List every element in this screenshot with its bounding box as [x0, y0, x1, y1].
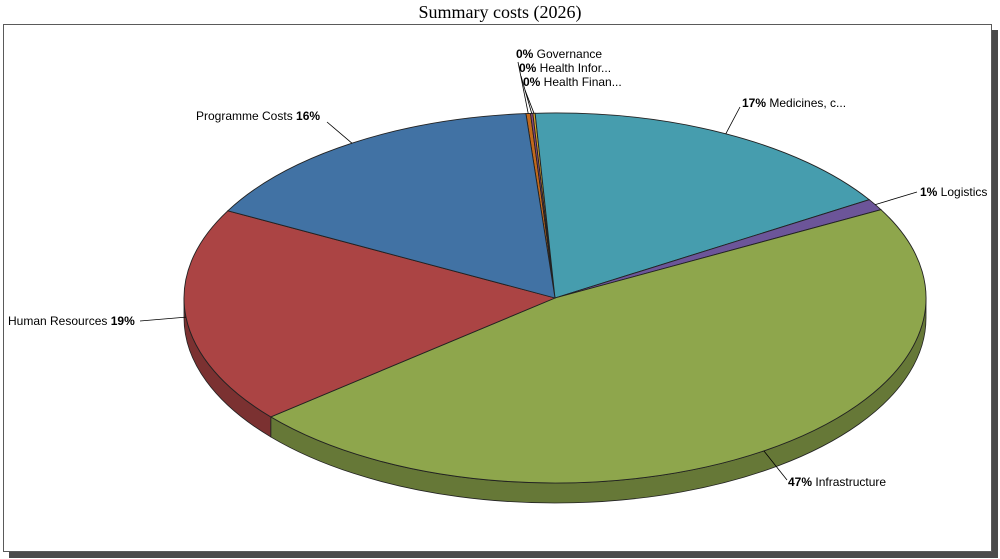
slice-percent: 16% [296, 109, 320, 123]
leader-line-7 [326, 121, 353, 144]
leader-line-5 [763, 450, 788, 481]
leader-line-2 [524, 89, 535, 114]
slice-percent: 19% [111, 314, 135, 328]
slice-name: Logistics [937, 185, 987, 199]
leader-line-0 [517, 61, 529, 114]
slice-label-4: 1% Logistics [920, 185, 987, 199]
slice-percent: 0% [523, 75, 541, 89]
slice-label-6: Human Resources 19% [8, 314, 135, 328]
slice-label-7: Programme Costs 16% [196, 109, 320, 123]
leader-line-1 [520, 75, 533, 114]
leader-line-4 [875, 191, 918, 205]
slice-name: Human Resources [8, 314, 111, 328]
slice-name: Governance [533, 47, 602, 61]
slice-label-5: 47% Infrastructure [788, 475, 886, 489]
slice-name: Medicines, c... [766, 96, 846, 110]
slice-name: Programme Costs [196, 109, 296, 123]
slice-name: Health Finan... [540, 75, 621, 89]
slice-name: Health Infor... [536, 61, 611, 75]
slice-name: Infrastructure [812, 475, 886, 489]
slice-label-2: 0% Health Finan... [523, 75, 622, 89]
pie-slice-5 [269, 209, 927, 484]
slice-percent: 1% [920, 185, 938, 199]
pie-slice-3 [534, 112, 871, 299]
slice-label-3: 17% Medicines, c... [742, 96, 846, 110]
slice-percent: 47% [788, 475, 812, 489]
slice-percent: 0% [519, 61, 537, 75]
slice-percent: 0% [516, 47, 534, 61]
slice-label-1: 0% Health Infor... [519, 61, 611, 75]
chart-title: Summary costs (2026) [418, 2, 582, 22]
leader-line-6 [139, 316, 187, 322]
slice-label-0: 0% Governance [516, 47, 602, 61]
leader-lines-layer [139, 61, 918, 481]
slice-percent: 17% [742, 96, 766, 110]
pie-slices-layer [183, 112, 927, 484]
leader-line-3 [725, 106, 741, 134]
